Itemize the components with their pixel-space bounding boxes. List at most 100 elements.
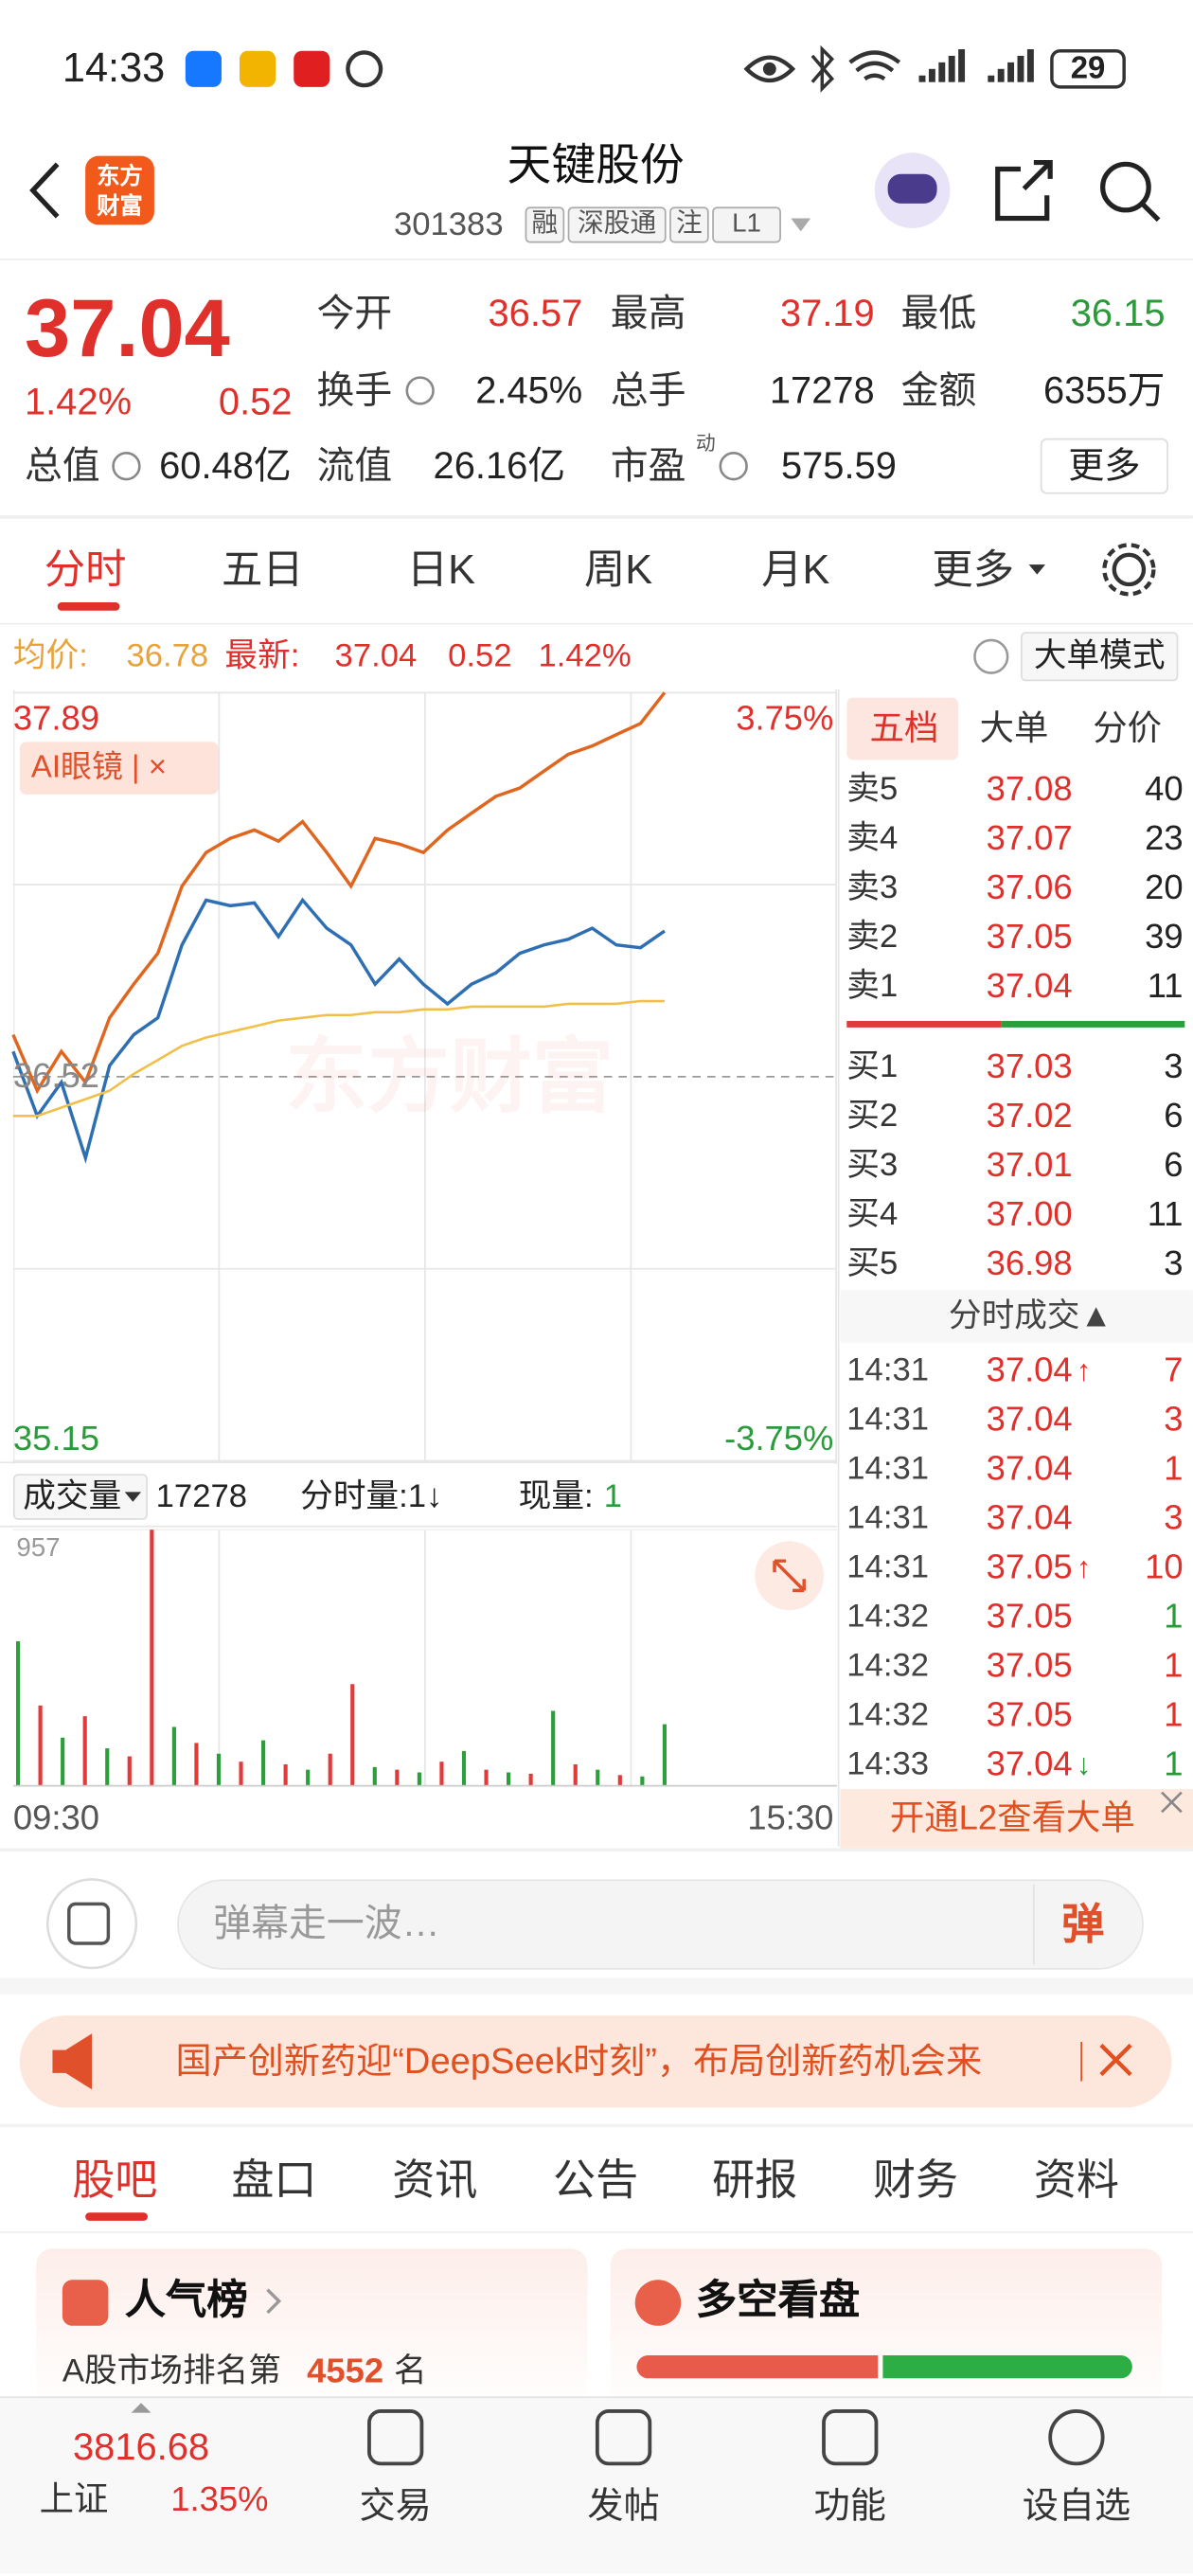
news-banner[interactable] bbox=[19, 2015, 1172, 2108]
info-icon[interactable] bbox=[405, 376, 435, 405]
period-tab[interactable]: 月K bbox=[761, 546, 830, 594]
last-price: 37.04 bbox=[24, 282, 230, 375]
field-label: 换手 bbox=[316, 368, 393, 412]
nav-icon[interactable] bbox=[822, 2409, 879, 2466]
period-tab[interactable]: 日K bbox=[406, 546, 476, 594]
x-axis-label: 09:30 bbox=[12, 1799, 99, 1838]
trades-title[interactable]: 分时成交▲ bbox=[948, 1297, 1113, 1335]
l2-promo[interactable] bbox=[840, 1789, 1193, 1849]
latest-value: 37.04 bbox=[334, 638, 418, 675]
order-tab[interactable]: 分价 bbox=[1093, 709, 1163, 748]
index-name[interactable]: 上证 bbox=[39, 2480, 109, 2519]
l2-promo-text[interactable]: 开通L2查看大单 bbox=[889, 1799, 1135, 1838]
stock-name: 天键股份 bbox=[507, 140, 685, 190]
volume-bar bbox=[484, 1769, 489, 1786]
trade-price: 37.04 bbox=[986, 1499, 1073, 1538]
period-tab[interactable]: 周K bbox=[583, 546, 653, 594]
volume-dropdown bbox=[124, 1492, 142, 1502]
order-label: 买2 bbox=[846, 1098, 899, 1135]
mode-button[interactable] bbox=[1020, 632, 1179, 682]
order-tab[interactable]: 大单 bbox=[979, 709, 1049, 748]
card-title[interactable]: 人气榜 bbox=[124, 2277, 248, 2324]
section-tab-underline bbox=[85, 2212, 148, 2221]
info-icon[interactable] bbox=[112, 452, 141, 481]
info-icon[interactable] bbox=[719, 452, 748, 481]
help-icon[interactable] bbox=[973, 638, 1009, 674]
barrage-button[interactable]: 弹 bbox=[1061, 1899, 1105, 1949]
nav-icon[interactable] bbox=[367, 2409, 424, 2466]
barrage-settings[interactable] bbox=[45, 1878, 138, 1970]
field-superscript: 动 bbox=[695, 431, 716, 456]
index-value[interactable]: 3816.68 bbox=[73, 2424, 210, 2468]
card-title[interactable]: 多空看盘 bbox=[695, 2277, 861, 2324]
volume-title[interactable]: 成交量 bbox=[23, 1478, 122, 1515]
status-app-icon bbox=[185, 50, 222, 87]
volume-bar bbox=[306, 1769, 311, 1786]
section-tab[interactable]: 资讯 bbox=[392, 2155, 478, 2205]
period-tab[interactable]: 五日 bbox=[221, 546, 304, 594]
change-amount: 0.52 bbox=[218, 380, 293, 423]
signal-bar bbox=[997, 68, 1005, 82]
nav-label[interactable]: 交易 bbox=[359, 2484, 432, 2527]
section-tab[interactable]: 盘口 bbox=[231, 2155, 317, 2205]
y2-tick-label: -3.75% bbox=[724, 1420, 834, 1458]
more-button[interactable] bbox=[1040, 438, 1168, 494]
period-tab[interactable]: 更多 bbox=[932, 546, 1015, 594]
back-button[interactable] bbox=[29, 162, 60, 219]
close-banner[interactable] bbox=[1099, 2043, 1132, 2077]
field-label: 金额 bbox=[900, 368, 977, 412]
rank-text: A股市场排名第 bbox=[62, 2353, 281, 2390]
more-button-text[interactable]: 更多 bbox=[1068, 444, 1141, 486]
volume-bar bbox=[150, 1530, 154, 1786]
comment-input[interactable] bbox=[177, 1879, 1144, 1970]
trade-price: 37.04 bbox=[986, 1351, 1073, 1390]
ask-bid-ratio-green bbox=[1001, 1020, 1185, 1028]
banner-text[interactable]: 国产创新药迎“DeepSeek时刻”，布局创新药机会来 bbox=[175, 2043, 983, 2080]
volume-bar bbox=[105, 1748, 110, 1786]
volume-bar bbox=[617, 1775, 622, 1786]
nav-label[interactable]: 功能 bbox=[813, 2484, 886, 2527]
card-arrow bbox=[266, 2288, 282, 2315]
signal-bar bbox=[948, 55, 955, 82]
nav-label[interactable]: 设自选 bbox=[1022, 2484, 1131, 2527]
order-tab[interactable]: 五档 bbox=[869, 709, 939, 748]
order-volume: 11 bbox=[1147, 1195, 1184, 1234]
field-label: 总手 bbox=[610, 368, 686, 412]
nav-label[interactable]: 发帖 bbox=[587, 2484, 660, 2527]
search-button[interactable] bbox=[1100, 161, 1151, 213]
section-gap bbox=[0, 1848, 1193, 1852]
section-tab[interactable]: 财务 bbox=[872, 2155, 959, 2205]
field-label: 流值 bbox=[316, 443, 393, 487]
signal-bar bbox=[1017, 55, 1024, 82]
section-tab[interactable]: 公告 bbox=[553, 2155, 639, 2205]
share-button[interactable] bbox=[995, 159, 1053, 222]
section-tab[interactable]: 资料 bbox=[1033, 2155, 1119, 2205]
sentiment-card[interactable] bbox=[610, 2248, 1163, 2413]
ai-tag[interactable] bbox=[19, 742, 219, 795]
nav-icon[interactable] bbox=[595, 2409, 652, 2466]
order-price: 37.02 bbox=[986, 1097, 1073, 1136]
nav-icon[interactable] bbox=[1048, 2409, 1105, 2466]
comment-placeholder[interactable]: 弹幕走一波… bbox=[213, 1901, 440, 1944]
volume-bar bbox=[216, 1753, 222, 1786]
section-tab[interactable]: 研报 bbox=[712, 2155, 798, 2205]
y-tick-label: 37.89 bbox=[12, 700, 99, 739]
dropdown-arrow[interactable] bbox=[791, 218, 811, 232]
section-tab[interactable]: 股吧 bbox=[72, 2155, 158, 2205]
status-icon bbox=[346, 50, 383, 88]
mode-button-text[interactable]: 大单模式 bbox=[1033, 638, 1166, 675]
avg-label: 均价: bbox=[12, 638, 88, 675]
index-change[interactable]: 1.35% bbox=[170, 2480, 269, 2519]
ai-tag-text[interactable]: AI眼镜 | × bbox=[30, 750, 167, 786]
volume-selector[interactable] bbox=[12, 1474, 148, 1520]
close-promo[interactable] bbox=[1161, 1791, 1183, 1814]
order-tab-active[interactable] bbox=[846, 697, 959, 760]
popularity-card[interactable] bbox=[36, 2248, 588, 2413]
period-tab[interactable]: 分时 bbox=[44, 546, 127, 594]
settings-button[interactable] bbox=[1112, 552, 1147, 587]
status-app-icon bbox=[294, 50, 330, 87]
order-volume: 3 bbox=[1164, 1047, 1184, 1086]
